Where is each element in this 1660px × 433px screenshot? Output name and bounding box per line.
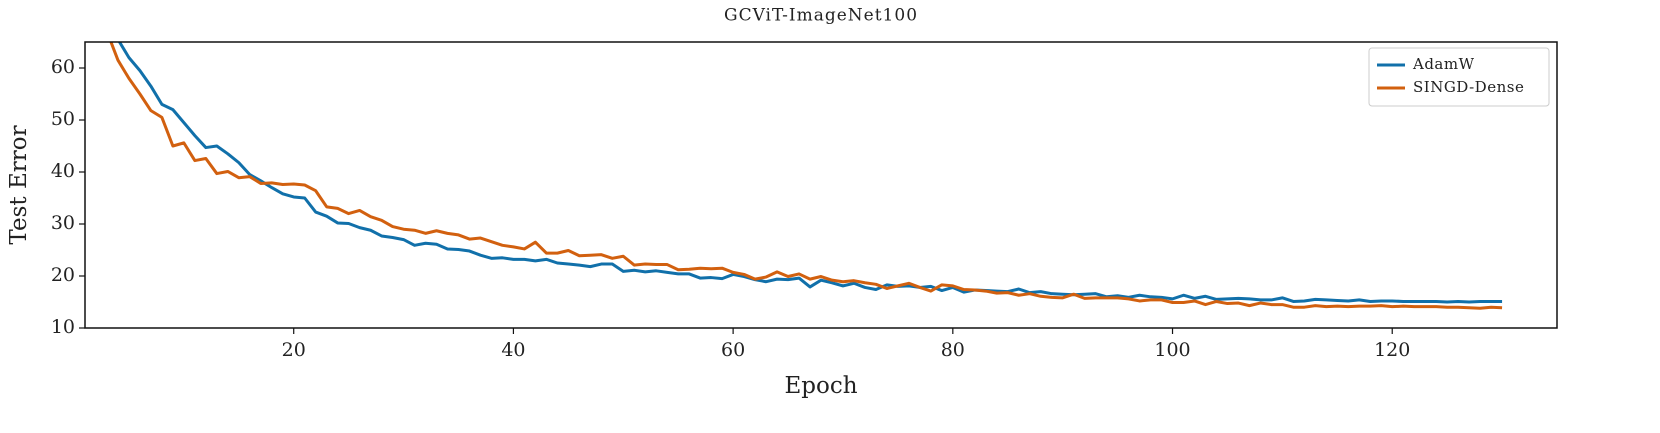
x-axis-label: Epoch <box>784 373 857 399</box>
y-tick-label: 50 <box>51 108 75 130</box>
ticks: 20 40 60 80 100 120 10 20 30 40 50 60 <box>51 56 1411 361</box>
x-tick-label: 20 <box>282 339 306 361</box>
series-line <box>117 42 1503 304</box>
y-tick-label: 60 <box>51 56 75 78</box>
series-line <box>109 42 1503 310</box>
plot-frame <box>84 41 1558 329</box>
legend-label: SINGD-Dense <box>1413 78 1524 96</box>
y-tick-label: 40 <box>51 160 75 182</box>
x-tick-label: 80 <box>941 339 965 361</box>
legend-box <box>1368 47 1550 107</box>
plot-lines <box>109 42 1503 310</box>
y-tick-label: 10 <box>51 316 75 338</box>
legend: AdamW SINGD-Dense <box>1368 47 1550 107</box>
chart-title: GCViT-ImageNet100 <box>724 6 918 26</box>
legend-label: AdamW <box>1412 55 1475 73</box>
x-tick-label: 120 <box>1374 339 1410 361</box>
x-tick-label: 40 <box>501 339 525 361</box>
x-tick-label: 100 <box>1154 339 1190 361</box>
x-tick-label: 60 <box>721 339 745 361</box>
y-tick-label: 30 <box>51 212 75 234</box>
y-tick-label: 20 <box>51 264 75 286</box>
y-axis-label: Test Error <box>6 125 32 244</box>
